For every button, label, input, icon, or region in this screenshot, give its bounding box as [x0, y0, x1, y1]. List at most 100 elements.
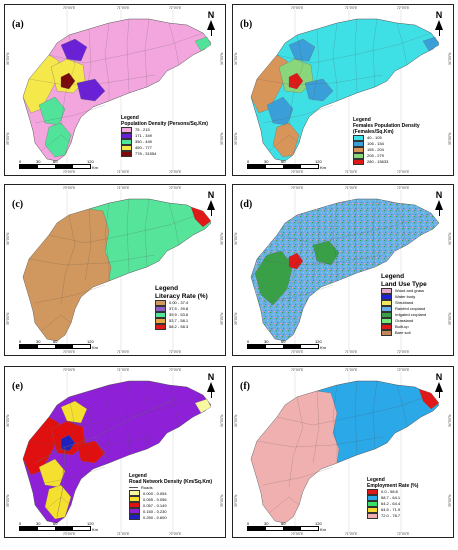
district-boundary: [332, 384, 338, 463]
scale-label: 0: [247, 339, 250, 344]
legend-label: 58.7 - 64.1: [381, 495, 401, 501]
graticule-label-left: 33°0'0"N: [234, 494, 238, 507]
graticule-label-top: 71°0'0"E: [345, 368, 358, 372]
legend-row-built-up: Built-up: [381, 324, 447, 330]
legend-subtitle: Employment Rate (%): [367, 483, 419, 489]
graticule-label-right: 34°0'0"N: [448, 232, 452, 245]
legend-row-778-31554: 778 - 31554: [121, 151, 211, 157]
legend: Legend Females Population Density (Female…: [353, 117, 445, 165]
district-boundary: [312, 390, 320, 464]
graticule-label-top: 70°0'0"E: [291, 186, 304, 190]
district-boundary: [104, 384, 110, 463]
scale-bar: 0 30 60 120 Km: [247, 521, 326, 532]
legend-label: 155 - 204: [367, 147, 384, 153]
legend-row-75-215: 75 - 215: [121, 127, 211, 133]
region-westhalf: [250, 390, 340, 524]
district-boundary: [34, 466, 106, 486]
legend-title: Legend: [121, 115, 139, 121]
district-boundary: [144, 198, 150, 268]
district-boundary: [268, 314, 300, 332]
region-east_red: [190, 206, 212, 228]
graticule-label-left: 33°0'0"N: [234, 132, 238, 145]
legend-row-171-349: 171 - 349: [121, 133, 211, 139]
legend-row-155-204: 155 - 204: [353, 147, 445, 153]
legend: Legend Road Network Density (Km/Sq.Km) Roa…: [129, 473, 219, 521]
region-south: [272, 122, 300, 158]
district-boundary: [396, 202, 408, 246]
legend-swatch: [155, 306, 166, 312]
legend-row-40-105: 40 - 105: [353, 135, 445, 141]
scale-label: 0: [19, 521, 22, 526]
legend-row-53-7-58-1: 53.7 - 58.1: [155, 318, 217, 324]
scale-label: 30: [36, 521, 41, 526]
graticule-label-top: 72°0'0"E: [169, 186, 182, 190]
region-blob3: [76, 440, 106, 464]
legend-label: Grassland: [395, 318, 414, 324]
legend-swatch: [353, 159, 364, 165]
scale-unit: Km: [320, 345, 326, 350]
legend-swatch: [129, 502, 140, 509]
north-label: N: [207, 372, 215, 382]
graticule-label-bottom: 72°0'0"E: [169, 350, 182, 354]
district-boundary: [262, 104, 334, 124]
scale-label: 30: [36, 339, 41, 344]
legend: Legend Literacy Rate (%) 0.00 - 37.4 37.5 -…: [155, 285, 217, 330]
legend-row-bare-soil: Bare soil: [381, 330, 447, 336]
panel-letter: (d): [240, 199, 253, 210]
district-boundary: [288, 34, 304, 126]
region-blob1: [60, 38, 88, 62]
legend-label: Shrubland: [395, 300, 414, 306]
legend-label: 0.057 - 0.149: [143, 502, 167, 508]
scale-bar: 0 30 60 120 Km: [247, 159, 326, 170]
legend-swatch: [129, 496, 140, 503]
legend-label: Roads: [141, 485, 153, 490]
legend-label: 205 - 279: [367, 153, 384, 159]
road-line-icon: [129, 487, 138, 489]
region-green_west: [254, 250, 294, 306]
graticule-label-top: 72°0'0"E: [397, 6, 410, 10]
legend-swatch: [381, 312, 392, 318]
scale-unit: Km: [92, 345, 98, 350]
map-panel-d: (d) N Legend Land Use Type Wood and grass Wat…: [232, 184, 454, 356]
legend-label: 0.000 - 0.054: [143, 490, 167, 496]
legend-swatch: [353, 141, 364, 147]
legend-label: Bare soil: [395, 330, 411, 336]
land-use-texture: [251, 199, 439, 341]
district-boundary: [276, 212, 432, 244]
graticule-label-left: 34°0'0"N: [6, 232, 10, 245]
scale-label: 30: [264, 159, 269, 164]
scale-label: 120: [315, 339, 322, 344]
graticule-label-left: 34°0'0"N: [234, 232, 238, 245]
north-arrow-icon: N: [433, 373, 445, 398]
legend-label: 64.2 - 64.4: [381, 501, 401, 507]
north-arrow-icon: N: [433, 11, 445, 36]
scale-label: 30: [36, 159, 41, 164]
graticule-label-top: 72°0'0"E: [397, 368, 410, 372]
graticule-label-left: 34°0'0"N: [6, 414, 10, 427]
graticule-label-right: 34°0'0"N: [448, 414, 452, 427]
legend-label: 0.00 - 37.4: [169, 300, 189, 306]
graticule-label-bottom: 72°0'0"E: [169, 170, 182, 174]
region-westhalf: [22, 208, 112, 342]
district-boundary: [34, 284, 106, 304]
map-panel-a: (a) N Legend Population Density (Persons/Sq…: [4, 4, 226, 176]
graticule-label-top: 71°0'0"E: [117, 6, 130, 10]
panel-letter: (f): [240, 381, 250, 392]
legend-swatch: [381, 300, 392, 306]
legend-row-0-00-37-4: 0.00 - 37.4: [155, 300, 217, 306]
district-boundary: [354, 380, 358, 456]
north-arrow-icon: N: [205, 373, 217, 398]
graticule-label-left: 33°0'0"N: [6, 132, 10, 145]
scale-label: 60: [53, 521, 58, 526]
legend-swatch: [121, 145, 132, 151]
legend-row-irrigated-cropland: Irrigated cropland: [381, 312, 447, 318]
panel-letter: (a): [12, 19, 24, 30]
district-boundary: [60, 396, 76, 488]
legend-label: Wood and grass: [395, 288, 425, 294]
district-boundary: [262, 284, 334, 304]
legend-label: 64.5 - 71.9: [381, 507, 401, 513]
graticule-label-bottom: 72°0'0"E: [397, 350, 410, 354]
district-boundary: [332, 22, 338, 101]
map-panel-c: (c) N Legend Literacy Rate (%) 0.00 - 37.4 37…: [4, 184, 226, 356]
scale-label: 0: [247, 521, 250, 526]
